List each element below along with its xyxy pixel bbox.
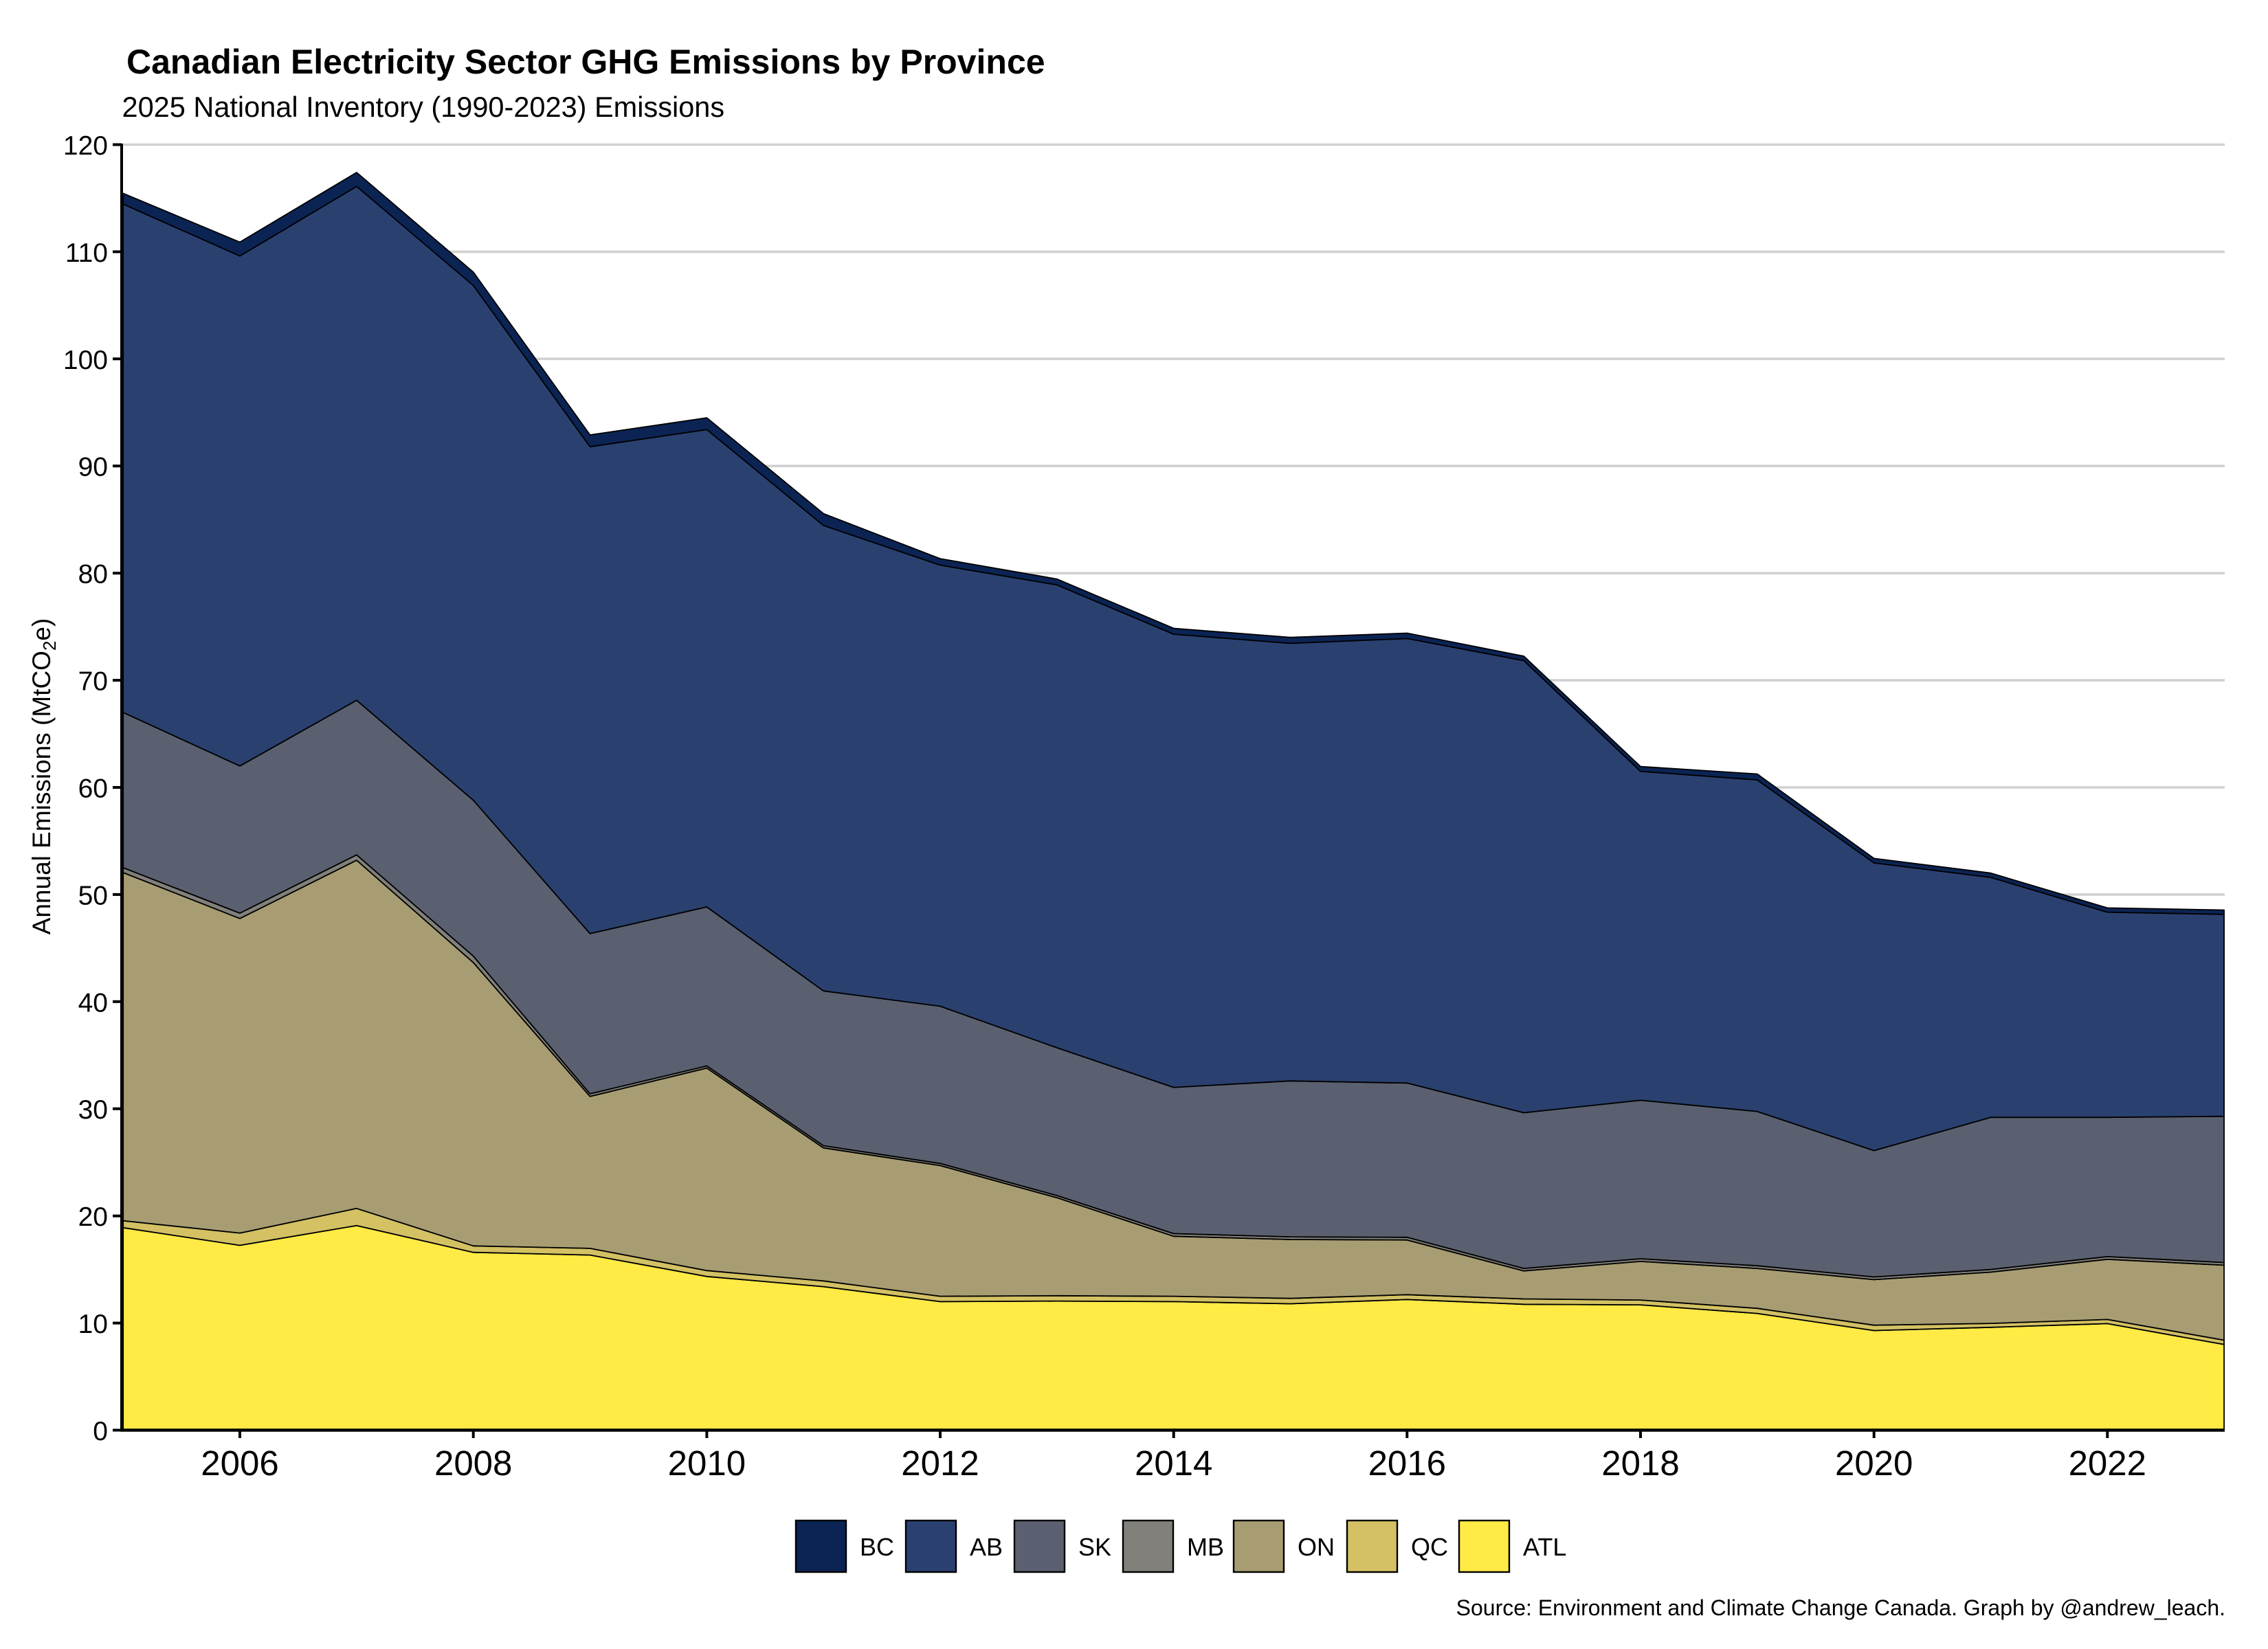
svg-text:ON: ON bbox=[1298, 1533, 1335, 1561]
svg-text:Canadian Electricity Sector GH: Canadian Electricity Sector GHG Emission… bbox=[126, 43, 1045, 81]
svg-text:2022: 2022 bbox=[2069, 1444, 2146, 1483]
svg-text:2025 National Inventory (1990-: 2025 National Inventory (1990-2023) Emis… bbox=[122, 91, 725, 123]
svg-text:40: 40 bbox=[78, 988, 108, 1018]
svg-text:70: 70 bbox=[78, 667, 108, 697]
svg-text:MB: MB bbox=[1187, 1533, 1224, 1561]
svg-text:QC: QC bbox=[1411, 1533, 1448, 1561]
svg-text:AB: AB bbox=[970, 1533, 1003, 1561]
svg-text:2012: 2012 bbox=[901, 1444, 979, 1483]
svg-text:50: 50 bbox=[78, 881, 108, 910]
svg-text:Annual Emissions (MtCO2e): Annual Emissions (MtCO2e) bbox=[27, 618, 60, 935]
svg-text:120: 120 bbox=[63, 131, 108, 161]
svg-text:30: 30 bbox=[78, 1095, 108, 1125]
svg-text:2020: 2020 bbox=[1835, 1444, 1913, 1483]
svg-text:Source: Environment and Climat: Source: Environment and Climate Change C… bbox=[1456, 1595, 2225, 1620]
svg-text:2006: 2006 bbox=[201, 1444, 278, 1483]
svg-text:SK: SK bbox=[1078, 1533, 1111, 1561]
svg-text:90: 90 bbox=[78, 453, 108, 482]
svg-text:60: 60 bbox=[78, 774, 108, 804]
svg-text:2018: 2018 bbox=[1601, 1444, 1679, 1483]
svg-text:2010: 2010 bbox=[668, 1444, 746, 1483]
svg-text:110: 110 bbox=[65, 238, 108, 268]
svg-text:10: 10 bbox=[78, 1310, 108, 1339]
svg-text:100: 100 bbox=[63, 346, 108, 375]
svg-text:2016: 2016 bbox=[1368, 1444, 1446, 1483]
svg-text:ATL: ATL bbox=[1523, 1533, 1566, 1561]
svg-text:2008: 2008 bbox=[434, 1444, 512, 1483]
svg-text:0: 0 bbox=[93, 1417, 108, 1446]
svg-text:80: 80 bbox=[78, 560, 108, 590]
svg-text:20: 20 bbox=[78, 1202, 108, 1232]
svg-text:2014: 2014 bbox=[1135, 1444, 1212, 1483]
svg-text:BC: BC bbox=[860, 1533, 894, 1561]
